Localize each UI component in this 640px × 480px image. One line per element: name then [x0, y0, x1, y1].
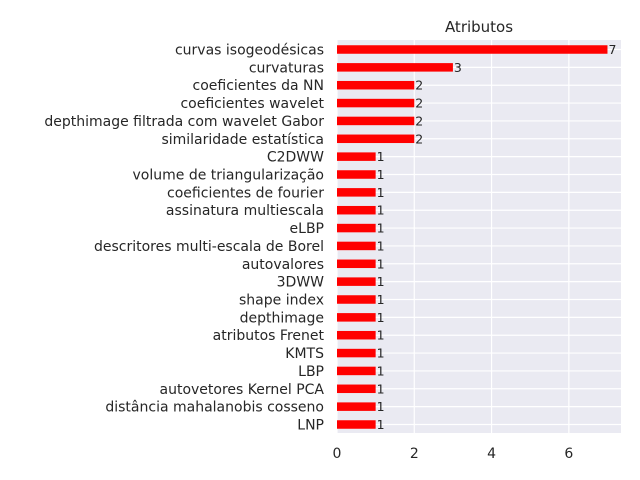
bar	[337, 384, 376, 394]
category-label: eLBP	[290, 221, 324, 237]
category-label: 3DWW	[277, 275, 325, 291]
data-label: 1	[377, 399, 385, 414]
category-label: coeficientes da NN	[193, 78, 324, 94]
category-label: atributos Frenet	[213, 328, 325, 344]
category-label: curvaturas	[249, 60, 324, 76]
bar	[337, 205, 376, 215]
data-label: 2	[415, 113, 423, 128]
data-label: 1	[377, 203, 385, 218]
bar	[337, 402, 376, 411]
category-label: shape index	[239, 293, 324, 309]
x-tick-label: 4	[487, 446, 496, 462]
bar	[337, 330, 376, 340]
bar	[337, 98, 415, 108]
category-label: curvas isogeodésicas	[175, 43, 324, 59]
data-label: 1	[377, 381, 385, 396]
bar	[337, 80, 415, 90]
bar	[337, 420, 376, 429]
x-tick-label: 2	[410, 446, 419, 462]
category-label: autovetores Kernel PCA	[160, 382, 325, 398]
bar	[337, 313, 376, 322]
data-label: 1	[377, 328, 385, 343]
category-label: LNP	[297, 418, 324, 434]
data-label: 1	[377, 417, 385, 432]
data-label: 1	[377, 310, 385, 325]
bar	[337, 116, 415, 126]
category-label: assinatura multiescala	[166, 203, 324, 219]
bar	[337, 366, 376, 376]
bar	[337, 170, 376, 179]
category-label: coeficientes wavelet	[180, 96, 324, 112]
data-label: 3	[454, 60, 462, 75]
bar	[337, 348, 376, 358]
category-label: descritores multi-escala de Borel	[94, 239, 324, 255]
bar	[337, 152, 376, 161]
data-label: 1	[377, 292, 385, 307]
labels: 0 2 4 6 curvas isogeodésicas 7 curvaturas 3 coef…	[44, 42, 616, 462]
category-label: depthimage filtrada com wavelet Gabor	[44, 114, 324, 130]
bar	[337, 45, 608, 54]
data-label: 1	[377, 274, 385, 289]
data-label: 1	[377, 167, 385, 182]
bars	[337, 45, 608, 429]
data-label: 1	[377, 363, 385, 378]
bar	[337, 259, 376, 269]
category-label: C2DWW	[267, 150, 324, 166]
bar	[337, 63, 453, 72]
data-label: 1	[377, 346, 385, 361]
bar	[337, 223, 376, 233]
x-tick-label: 6	[564, 446, 573, 462]
category-label: coeficientes de fourier	[167, 185, 324, 201]
data-label: 1	[377, 221, 385, 236]
bar	[337, 241, 376, 251]
data-label: 1	[377, 185, 385, 200]
category-label: depthimage	[240, 310, 324, 326]
category-label: KMTS	[285, 346, 324, 362]
category-label: distância mahalanobis cosseno	[105, 400, 324, 416]
data-label: 2	[415, 78, 423, 93]
x-tick-label: 0	[333, 446, 342, 462]
data-label: 1	[377, 238, 385, 253]
category-label: autovalores	[242, 257, 324, 273]
data-label: 1	[377, 256, 385, 271]
chart-title: Atributos	[445, 18, 513, 36]
data-label: 2	[415, 131, 423, 146]
bar	[337, 295, 376, 304]
category-label: LBP	[298, 364, 324, 380]
data-label: 7	[608, 42, 616, 57]
bar	[337, 188, 376, 197]
category-label: similaridade estatística	[161, 132, 324, 148]
bar	[337, 277, 376, 286]
bar	[337, 134, 415, 144]
data-label: 1	[377, 149, 385, 164]
category-label: volume de triangularização	[133, 168, 325, 184]
data-label: 2	[415, 96, 423, 111]
